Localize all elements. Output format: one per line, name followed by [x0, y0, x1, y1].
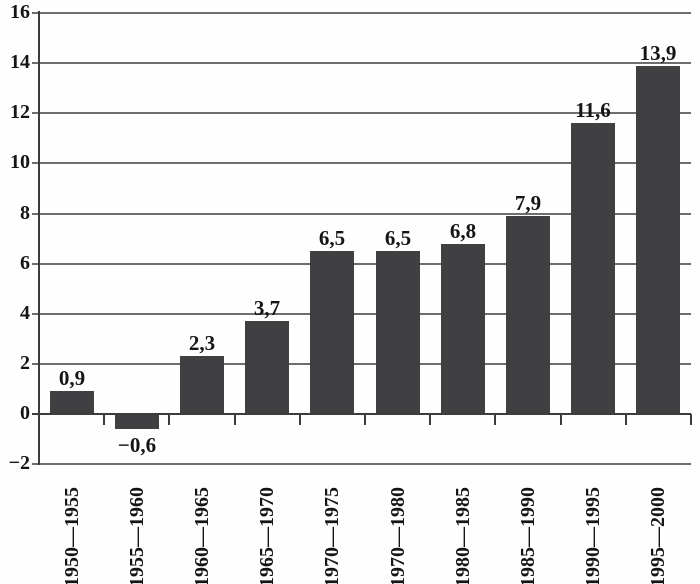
- bar-value-label: 7,9: [514, 191, 542, 215]
- gridline: [32, 463, 691, 465]
- bar-value-label: 11,6: [575, 98, 611, 122]
- y-tick-label: 16: [10, 1, 30, 23]
- bar: [310, 251, 354, 414]
- y-tick-label: 4: [20, 302, 30, 324]
- x-axis-tick: [625, 414, 627, 425]
- x-tick-label: 1950—1955: [61, 487, 83, 584]
- bar: [376, 251, 420, 414]
- gridline: [32, 263, 691, 265]
- bar: [245, 321, 289, 414]
- x-axis-tick: [103, 414, 105, 425]
- gridline: [32, 213, 691, 215]
- y-tick-label: 0: [20, 402, 30, 424]
- bar: [571, 123, 615, 414]
- gridline: [32, 112, 691, 114]
- bar-value-label: 6,5: [384, 226, 412, 250]
- bar-value-label: 2,3: [188, 331, 216, 355]
- gridline: [32, 313, 691, 315]
- y-tick-label: 14: [10, 51, 30, 73]
- y-tick-label: 6: [20, 252, 30, 274]
- x-tick-label: 1985—1990: [517, 487, 539, 584]
- bar: [441, 244, 485, 414]
- bar-value-label: 6,5: [318, 226, 346, 250]
- x-axis-tick: [494, 414, 496, 425]
- bar-value-label: 6,8: [449, 219, 477, 243]
- x-tick-label: 1970—1980: [387, 487, 409, 584]
- bar: [506, 216, 550, 414]
- bar: [636, 66, 680, 414]
- x-tick-label: 1970—1975: [321, 487, 343, 584]
- gridline: [32, 12, 691, 14]
- bar: [115, 414, 159, 429]
- bar-value-label: 13,9: [639, 41, 677, 65]
- x-axis-tick: [560, 414, 562, 425]
- y-tick-label: 2: [20, 352, 30, 374]
- bar-value-label: 3,7: [253, 296, 281, 320]
- y-tick-label: 8: [20, 202, 30, 224]
- x-tick-label: 1980—1985: [452, 487, 474, 584]
- x-axis-line: [32, 413, 691, 415]
- x-axis-tick: [364, 414, 366, 425]
- x-tick-label: 1955—1960: [126, 487, 148, 584]
- bar: [50, 391, 94, 414]
- y-tick-label: 10: [10, 151, 30, 173]
- bar: [180, 356, 224, 414]
- x-axis-tick: [299, 414, 301, 425]
- y-axis-line: [38, 11, 40, 465]
- bar-value-label: −0,6: [117, 433, 157, 457]
- bar-value-label: 0,9: [58, 366, 86, 390]
- x-axis-tick: [690, 414, 692, 425]
- gridline: [32, 162, 691, 164]
- gridline: [32, 363, 691, 365]
- x-tick-label: 1990—1995: [582, 487, 604, 584]
- y-tick-label: −2: [8, 452, 30, 474]
- x-axis-tick: [429, 414, 431, 425]
- gridline: [32, 62, 691, 64]
- x-axis-tick: [234, 414, 236, 425]
- x-tick-label: 1960—1965: [191, 487, 213, 584]
- x-tick-label: 1995—2000: [647, 487, 669, 584]
- y-tick-label: 12: [10, 101, 30, 123]
- x-axis-tick: [168, 414, 170, 425]
- x-tick-label: 1965—1970: [256, 487, 278, 584]
